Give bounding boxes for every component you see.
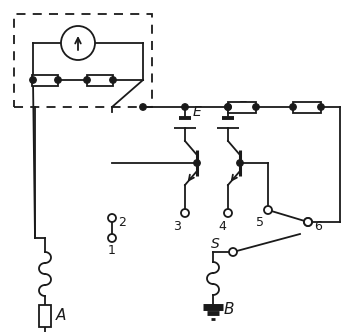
Circle shape [30,77,36,83]
Text: B: B [224,302,234,317]
Circle shape [225,104,231,110]
Circle shape [304,218,312,226]
Circle shape [108,214,116,222]
Circle shape [61,26,95,60]
Bar [39,305,51,327]
Circle shape [182,104,188,110]
Circle shape [108,234,116,242]
Text: 6: 6 [314,220,322,233]
Circle shape [181,209,189,217]
Circle shape [264,206,272,214]
Text: 3: 3 [173,219,181,232]
Circle shape [140,104,146,110]
Text: E: E [238,100,246,114]
Text: 1: 1 [108,244,116,258]
Bar [14,14,152,107]
Text: S: S [211,237,219,251]
Circle shape [304,218,312,226]
Circle shape [229,248,237,256]
Bar [228,102,256,113]
Circle shape [224,209,232,217]
Circle shape [110,77,116,83]
Circle shape [253,104,259,110]
Bar [32,74,58,86]
Circle shape [84,77,90,83]
Text: 5: 5 [256,215,264,228]
Bar [87,74,113,86]
Circle shape [194,160,200,166]
Circle shape [318,104,324,110]
Circle shape [225,104,231,110]
Text: A: A [56,308,66,323]
Circle shape [55,77,61,83]
Text: 2: 2 [118,215,126,228]
Text: E: E [193,105,201,119]
Circle shape [290,104,296,110]
Bar [293,102,321,113]
Circle shape [237,160,243,166]
Text: 4: 4 [218,219,226,232]
